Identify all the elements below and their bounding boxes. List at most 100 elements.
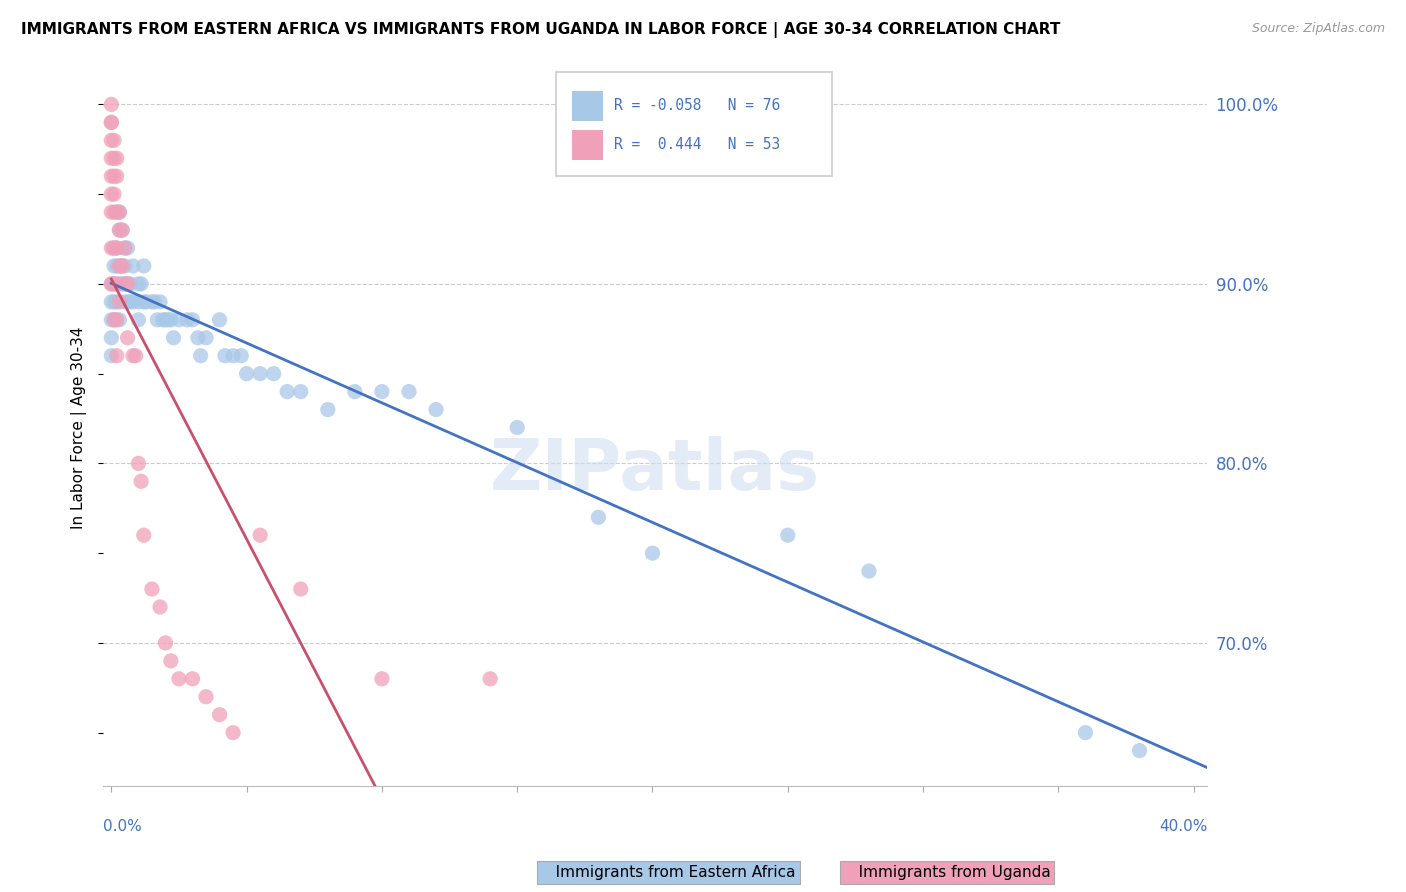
Point: [129, 475, 152, 489]
Point: [114, 277, 136, 291]
Point: [103, 277, 125, 291]
Point: [103, 187, 125, 202]
Point: [122, 259, 145, 273]
Point: [162, 331, 184, 345]
Point: [114, 294, 136, 309]
Point: [125, 349, 148, 363]
Point: [100, 97, 122, 112]
Point: [263, 367, 285, 381]
Point: [479, 672, 502, 686]
Point: [127, 277, 149, 291]
Point: [135, 294, 157, 309]
Point: [114, 277, 136, 291]
Point: [157, 313, 180, 327]
Point: [105, 241, 128, 255]
Point: [108, 223, 131, 237]
Point: [129, 277, 152, 291]
Text: Source: ZipAtlas.com: Source: ZipAtlas.com: [1251, 22, 1385, 36]
Point: [132, 294, 155, 309]
Point: [105, 349, 128, 363]
Point: [152, 313, 174, 327]
Point: [155, 636, 177, 650]
Point: [103, 313, 125, 327]
Point: [149, 599, 172, 614]
Point: [111, 277, 134, 291]
Point: [122, 349, 145, 363]
Point: [343, 384, 366, 399]
Point: [105, 294, 128, 309]
Text: Immigrants from Uganda: Immigrants from Uganda: [844, 865, 1050, 880]
Point: [120, 277, 142, 291]
Point: [100, 115, 122, 129]
Point: [181, 313, 204, 327]
Point: [117, 277, 139, 291]
Point: [108, 223, 131, 237]
Point: [111, 223, 134, 237]
Point: [100, 277, 122, 291]
Point: [103, 259, 125, 273]
Point: [249, 528, 271, 542]
Point: [290, 384, 312, 399]
Point: [111, 259, 134, 273]
Point: [127, 313, 149, 327]
Point: [290, 582, 312, 596]
Point: [222, 349, 245, 363]
Point: [100, 331, 122, 345]
Text: R =  0.444   N = 53: R = 0.444 N = 53: [614, 137, 780, 153]
Bar: [572, 91, 603, 121]
Point: [111, 259, 134, 273]
Point: [195, 690, 218, 704]
Point: [641, 546, 664, 560]
Point: [103, 241, 125, 255]
FancyBboxPatch shape: [555, 72, 832, 177]
Point: [117, 277, 139, 291]
Point: [100, 349, 122, 363]
Point: [105, 169, 128, 184]
Point: [105, 259, 128, 273]
Point: [506, 420, 529, 434]
Point: [108, 313, 131, 327]
Point: [117, 331, 139, 345]
Point: [122, 294, 145, 309]
Point: [105, 277, 128, 291]
Point: [141, 294, 163, 309]
Point: [160, 313, 183, 327]
Point: [103, 294, 125, 309]
Point: [117, 294, 139, 309]
Point: [425, 402, 447, 417]
Y-axis label: In Labor Force | Age 30-34: In Labor Force | Age 30-34: [72, 326, 87, 529]
Text: R = -0.058   N = 76: R = -0.058 N = 76: [614, 98, 780, 113]
Point: [588, 510, 610, 524]
Text: ZIPatlas: ZIPatlas: [491, 436, 820, 505]
Point: [132, 528, 155, 542]
Point: [1128, 743, 1150, 757]
Point: [1074, 725, 1097, 739]
Point: [105, 241, 128, 255]
Point: [100, 313, 122, 327]
Point: [117, 241, 139, 255]
Point: [108, 205, 131, 219]
Point: [103, 277, 125, 291]
Point: [100, 115, 122, 129]
Point: [100, 133, 122, 147]
Point: [100, 294, 122, 309]
Point: [146, 313, 169, 327]
Point: [108, 294, 131, 309]
Text: IMMIGRANTS FROM EASTERN AFRICA VS IMMIGRANTS FROM UGANDA IN LABOR FORCE | AGE 30: IMMIGRANTS FROM EASTERN AFRICA VS IMMIGR…: [21, 22, 1060, 38]
Point: [103, 151, 125, 165]
Point: [190, 349, 212, 363]
Text: 0.0%: 0.0%: [103, 819, 142, 834]
Point: [105, 205, 128, 219]
Point: [103, 169, 125, 184]
Point: [235, 367, 257, 381]
Point: [120, 294, 142, 309]
Point: [114, 241, 136, 255]
Point: [276, 384, 298, 399]
Text: 40.0%: 40.0%: [1159, 819, 1208, 834]
Point: [100, 277, 122, 291]
Point: [141, 582, 163, 596]
Point: [108, 205, 131, 219]
Point: [143, 294, 166, 309]
Point: [114, 241, 136, 255]
Point: [100, 205, 122, 219]
